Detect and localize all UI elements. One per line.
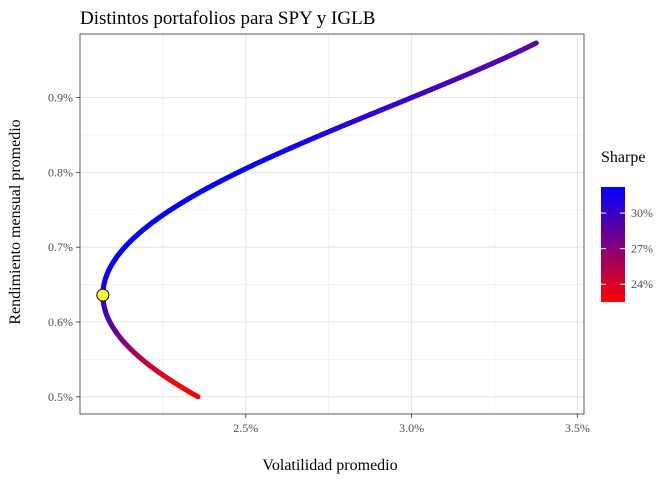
plot-panel <box>80 34 584 414</box>
plot-border <box>79 33 585 415</box>
chart-title: Distintos portafolios para SPY y IGLB <box>80 8 375 29</box>
y-axis: 0.5% 0.6% 0.7% 0.8% 0.9% <box>48 91 80 404</box>
y-tick-label: 0.5% <box>48 390 73 404</box>
legend-ticks: 24% 27% 30% <box>601 206 653 291</box>
y-tick-label: 0.6% <box>48 315 73 329</box>
x-axis-title: Volatilidad promedio <box>262 457 397 474</box>
y-tick-label: 0.8% <box>48 165 73 179</box>
legend-colorbar <box>601 187 625 302</box>
y-axis-title: Rendimiento mensual promedio <box>7 119 24 324</box>
x-tick-label: 2.5% <box>233 421 258 435</box>
highlight-layer <box>96 288 110 302</box>
x-tick-label: 3.0% <box>399 421 424 435</box>
grid-major <box>80 34 584 414</box>
legend-tick-label: 24% <box>631 277 653 291</box>
min-variance-point <box>96 288 110 302</box>
x-tick-label: 3.5% <box>565 421 590 435</box>
y-tick-label: 0.7% <box>48 240 73 254</box>
y-tick-label: 0.9% <box>48 91 73 105</box>
legend-tick-label: 30% <box>631 206 653 220</box>
legend-title: Sharpe <box>601 149 645 166</box>
legend: Sharpe 24% 27% 30% <box>601 149 653 302</box>
legend-tick-label: 27% <box>631 242 653 256</box>
frontier-segment <box>532 40 539 47</box>
x-axis: 2.5% 3.0% 3.5% <box>233 414 590 435</box>
